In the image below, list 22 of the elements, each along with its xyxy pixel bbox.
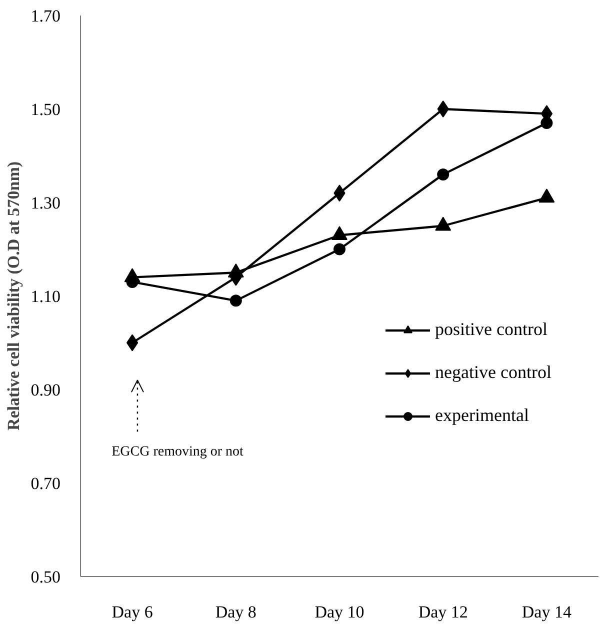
- x-tick-label: Day 10: [314, 602, 364, 622]
- point: [437, 168, 450, 180]
- legend-label: positive control: [435, 319, 548, 340]
- y-tick-label: 0.90: [30, 380, 60, 400]
- point: [126, 334, 138, 352]
- y-tick-label: 1.30: [30, 194, 60, 212]
- y-tick-label: 1.10: [30, 287, 60, 306]
- y-tick-label: 1.70: [30, 6, 60, 26]
- y-tick-label: 0.70: [30, 474, 60, 493]
- legend-label: negative control: [435, 362, 552, 383]
- point: [334, 243, 346, 256]
- x-tick-label: Day 14: [522, 602, 572, 622]
- point: [437, 100, 449, 118]
- annotation: EGCG removing or not: [112, 444, 244, 460]
- y-tick-label: 1.50: [30, 100, 60, 119]
- x-tick-label: Day 6: [112, 602, 153, 622]
- x-tick-label: Day 12: [418, 602, 468, 622]
- x-tick-label: Day 8: [215, 602, 256, 622]
- legend-label: experimental: [435, 405, 529, 426]
- y-axis-title: Relative cell viability (O.D at 570nm): [4, 161, 23, 431]
- y-tick-label: 0.50: [30, 568, 60, 586]
- point: [230, 294, 242, 307]
